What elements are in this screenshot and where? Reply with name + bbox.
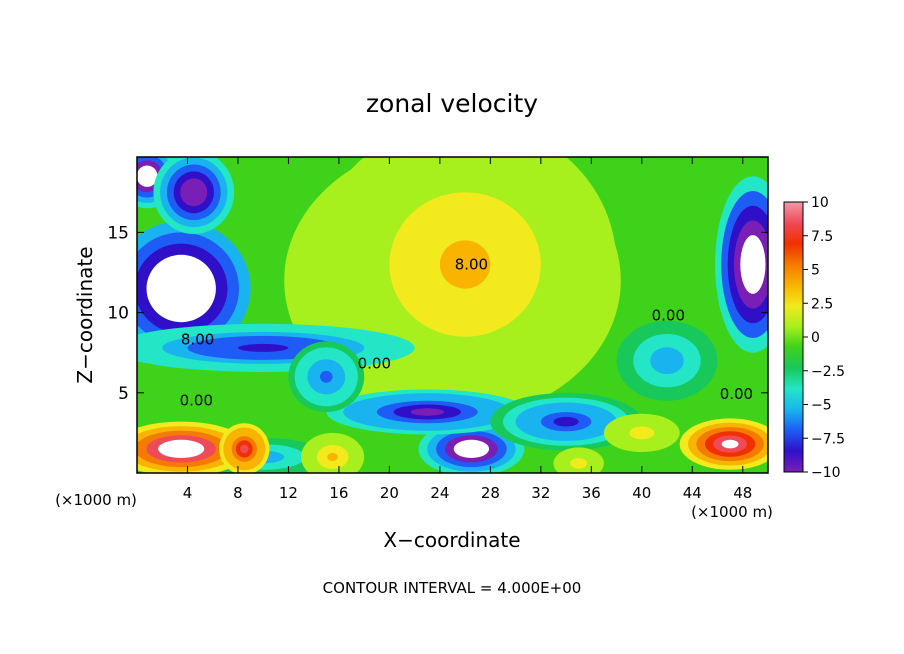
x-tick-label: 32 bbox=[531, 484, 550, 502]
y-tick-label: 5 bbox=[118, 384, 129, 404]
chart-title: zonal velocity bbox=[366, 89, 538, 118]
field-blob bbox=[635, 429, 649, 437]
contour-labels: 8.00 8.00 0.00 0.00 0.00 0.00 bbox=[180, 255, 754, 409]
contour-interval-note: CONTOUR INTERVAL = 4.000E+00 bbox=[323, 579, 582, 597]
colorbar-tick-label: 7.5 bbox=[811, 229, 833, 245]
contour-label: 0.00 bbox=[652, 307, 685, 325]
x-tick-label: 16 bbox=[329, 484, 348, 502]
field-blob bbox=[553, 416, 579, 427]
x-tick-label: 40 bbox=[632, 484, 651, 502]
field-blob bbox=[462, 444, 481, 454]
field-blob bbox=[169, 277, 193, 300]
velocity-field bbox=[137, 157, 768, 473]
x-unit-left: (×1000 m) bbox=[55, 491, 137, 509]
y-tick-label: 15 bbox=[107, 223, 129, 243]
x-tick-label: 36 bbox=[582, 484, 601, 502]
field-blob bbox=[327, 453, 338, 461]
x-axis: 4 8 12 16 20 24 28 32 36 40 44 48 bbox=[183, 157, 752, 502]
plot-frame bbox=[136, 156, 769, 474]
contour-label: 8.00 bbox=[455, 255, 488, 273]
contour-label: 8.00 bbox=[181, 331, 214, 349]
x-tick-label: 20 bbox=[380, 484, 399, 502]
y-axis-label: Z−coordinate bbox=[73, 246, 97, 383]
field-blob bbox=[439, 240, 491, 289]
colorbar-tick-label: −2.5 bbox=[811, 364, 845, 380]
plot-area bbox=[137, 157, 768, 473]
colorbar: 10 7.5 5 2.5 0 −2.5 −5 −7.5 −10 bbox=[783, 195, 845, 481]
field-blob bbox=[410, 408, 445, 416]
contour-label: 0.00 bbox=[720, 385, 753, 403]
contour-label: 0.00 bbox=[180, 392, 213, 410]
x-tick-label: 4 bbox=[183, 484, 193, 502]
field-blob bbox=[574, 460, 583, 467]
colorbar-tick-label: −10 bbox=[811, 465, 841, 481]
field-blob bbox=[187, 185, 201, 200]
x-tick-label: 44 bbox=[683, 484, 702, 502]
colorbar-tick-label: −7.5 bbox=[811, 431, 845, 447]
colorbar-gradient bbox=[783, 201, 804, 473]
colorbar-tick-label: 0 bbox=[811, 330, 820, 346]
y-axis: 5 10 15 bbox=[107, 223, 768, 404]
y-tick-label: 10 bbox=[107, 304, 129, 324]
colorbar-tick-label: 5 bbox=[811, 263, 820, 279]
field-blob bbox=[238, 343, 289, 352]
x-axis-label: X−coordinate bbox=[383, 528, 520, 552]
colorbar-tick-label: −5 bbox=[811, 398, 832, 414]
field-blob bbox=[658, 354, 676, 368]
x-unit-right: (×1000 m) bbox=[691, 503, 773, 521]
x-tick-label: 12 bbox=[279, 484, 298, 502]
x-tick-label: 24 bbox=[430, 484, 449, 502]
x-tick-label: 8 bbox=[233, 484, 243, 502]
contour-label: 0.00 bbox=[358, 355, 391, 373]
colorbar-tick-label: 2.5 bbox=[811, 296, 833, 312]
field-blob bbox=[141, 170, 153, 182]
field-blob bbox=[746, 249, 760, 280]
field-blob bbox=[320, 370, 333, 383]
x-tick-label: 28 bbox=[481, 484, 500, 502]
colorbar-tick-label: 10 bbox=[811, 195, 829, 211]
field-blob bbox=[169, 444, 193, 454]
field-blob bbox=[240, 444, 249, 454]
x-tick-label: 48 bbox=[733, 484, 752, 502]
field-blob bbox=[721, 439, 739, 449]
colorbar-ticks: 10 7.5 5 2.5 0 −2.5 −5 −7.5 −10 bbox=[803, 195, 845, 481]
